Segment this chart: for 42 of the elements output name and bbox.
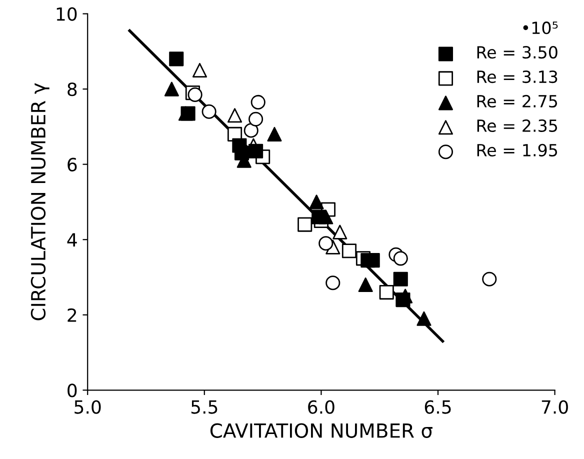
point <box>393 251 408 266</box>
y-tick-label: 10 <box>56 7 77 21</box>
x-tick-label: 6.5 <box>424 400 451 414</box>
x-tick-label: 6.0 <box>308 400 334 414</box>
point <box>318 236 334 251</box>
point <box>248 144 264 158</box>
point <box>416 311 432 326</box>
point <box>482 272 497 286</box>
point <box>250 94 266 110</box>
legend-label: Re = 1.95 <box>477 144 558 156</box>
y-tick-label: 4 <box>67 233 77 246</box>
x-tick-label: 7.0 <box>542 400 568 414</box>
legend-label: Re = 3.13 <box>477 70 558 84</box>
point <box>309 194 324 210</box>
legend-title: •10⁵ <box>523 22 558 34</box>
x-tick-label: 5.0 <box>74 400 101 414</box>
point <box>267 126 282 142</box>
point <box>326 276 340 290</box>
y-tick-label: 8 <box>68 82 77 96</box>
y-axis-title: CIRCULATION NUMBER γ <box>30 83 50 320</box>
y-tick-label: 0 <box>68 384 77 398</box>
point <box>248 112 264 126</box>
point <box>227 108 242 123</box>
point <box>332 224 348 240</box>
point <box>358 277 373 292</box>
y-tick-label: 6 <box>68 158 77 172</box>
point <box>192 62 208 78</box>
point <box>393 272 408 286</box>
point <box>164 82 179 96</box>
point <box>202 104 216 119</box>
y-tick-label: 2 <box>68 308 76 322</box>
point <box>298 217 312 232</box>
point <box>169 52 184 66</box>
legend-label: Re = 2.75 <box>477 94 558 108</box>
x-axis-title: CAVITATION NUMBER σ <box>210 423 432 438</box>
legend-label: Re = 2.35 <box>477 119 558 132</box>
point <box>318 210 334 224</box>
x-tick-label: 5.5 <box>191 400 218 414</box>
point <box>365 253 380 268</box>
point <box>342 244 357 258</box>
point <box>379 285 394 300</box>
legend-label: Re = 3.50 <box>477 46 558 59</box>
